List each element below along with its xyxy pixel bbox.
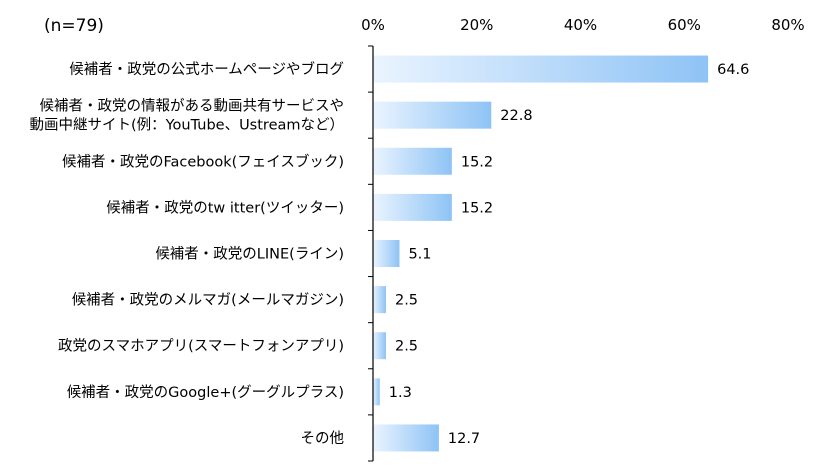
category-label: 候補者・政党のメルマガ(メールマガジン) <box>72 292 344 309</box>
bar-value-label: 22.8 <box>500 108 532 124</box>
category-label: 政党のスマホアプリ(スマートフォンアプリ) <box>58 338 344 355</box>
bar-value-label: 1.3 <box>389 385 412 401</box>
x-tick-label: 0% <box>361 16 385 34</box>
y-axis <box>368 45 374 462</box>
x-tick-label: 20% <box>460 16 493 34</box>
bar-value-label: 5.1 <box>408 247 431 263</box>
category-label: 候補者・政党のtw itter(ツイッター) <box>106 199 344 216</box>
category-label: その他 <box>301 430 345 447</box>
category-labels: 候補者・政党の公式ホームページやブログ候補者・政党の情報がある動画共有サービスや… <box>29 60 344 447</box>
category-label: 候補者・政党のFacebook(フェイスブック) <box>62 152 344 170</box>
sample-size-note: (n=79) <box>44 16 104 36</box>
bar-value-label: 15.2 <box>461 154 493 170</box>
x-tick-label: 40% <box>564 16 597 34</box>
bar-value-label: 2.5 <box>395 339 418 355</box>
bar <box>373 101 492 129</box>
bar <box>373 332 386 360</box>
x-axis-ticks: 0% 20% 40% 60% 80% <box>361 16 805 34</box>
category-label: 動画中継サイト(例：YouTube、Ustreamなど） <box>29 117 344 134</box>
bar-value-label: 64.6 <box>717 62 749 78</box>
bar <box>373 193 452 221</box>
category-label: 候補者・政党の公式ホームページやブログ <box>69 60 344 78</box>
x-tick-label: 60% <box>668 16 701 34</box>
bar <box>373 424 439 452</box>
bar-value-label: 2.5 <box>395 293 418 309</box>
category-label: 候補者・政党の情報がある動画共有サービスや <box>40 98 345 115</box>
bar <box>373 378 380 406</box>
value-labels: 64.6 22.8 15.2 15.2 5.1 2.5 2.5 1.3 12.7 <box>389 62 750 447</box>
bar <box>373 240 400 267</box>
bar <box>373 55 709 83</box>
category-label: 候補者・政党のLINE(ライン) <box>155 246 344 263</box>
category-label: 候補者・政党のGoogle+(グーグルプラス) <box>67 384 344 401</box>
bar-value-label: 15.2 <box>461 200 493 216</box>
x-tick-label: 80% <box>771 16 804 34</box>
bars <box>373 55 709 452</box>
bar <box>373 147 452 175</box>
bar <box>373 286 386 314</box>
bar-value-label: 12.7 <box>448 431 480 447</box>
